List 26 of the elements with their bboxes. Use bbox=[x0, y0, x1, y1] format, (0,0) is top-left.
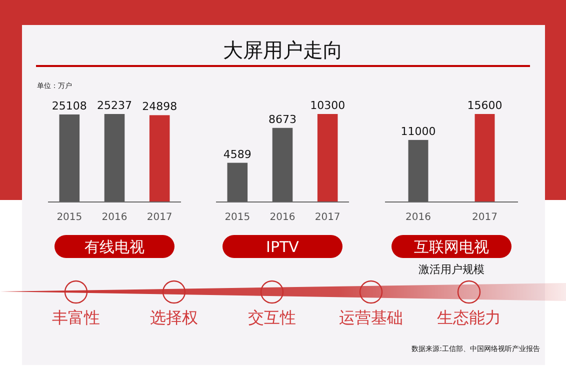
data-label: 24898 bbox=[142, 100, 178, 114]
x-tick-label: 2016 bbox=[406, 212, 431, 223]
text: 交互性 bbox=[248, 308, 296, 327]
data-label: 15600 bbox=[467, 99, 502, 112]
text: 选择权 bbox=[150, 308, 198, 327]
x-axis-title: IPTV bbox=[266, 238, 300, 256]
x-tick-label: 2016 bbox=[270, 212, 296, 223]
x-tick-label: 2017 bbox=[472, 212, 498, 223]
data-label: 10300 bbox=[310, 99, 346, 112]
x-axis-title: 有线电视 bbox=[84, 238, 144, 256]
x-tick-label: 2015 bbox=[56, 212, 82, 223]
data-label: 8673 bbox=[268, 112, 296, 126]
x-tick-label: 2017 bbox=[146, 212, 172, 223]
data-label: 4589 bbox=[223, 148, 252, 161]
x-tick-label: 2016 bbox=[102, 212, 128, 223]
text: 激活用户规模 bbox=[418, 263, 484, 276]
x-tick-label: 2015 bbox=[224, 212, 250, 223]
data-label: 11000 bbox=[400, 124, 436, 138]
x-axis-title: 互联网电视 bbox=[414, 238, 489, 256]
text: 大屏用户走向 bbox=[223, 38, 343, 62]
text: 运营基础 bbox=[339, 308, 403, 327]
data-label: 25237 bbox=[97, 99, 132, 112]
data-label: 25108 bbox=[52, 99, 87, 112]
text: 生态能力 bbox=[437, 308, 501, 327]
text: 丰富性 bbox=[52, 308, 100, 327]
x-tick-label: 2017 bbox=[314, 212, 340, 223]
